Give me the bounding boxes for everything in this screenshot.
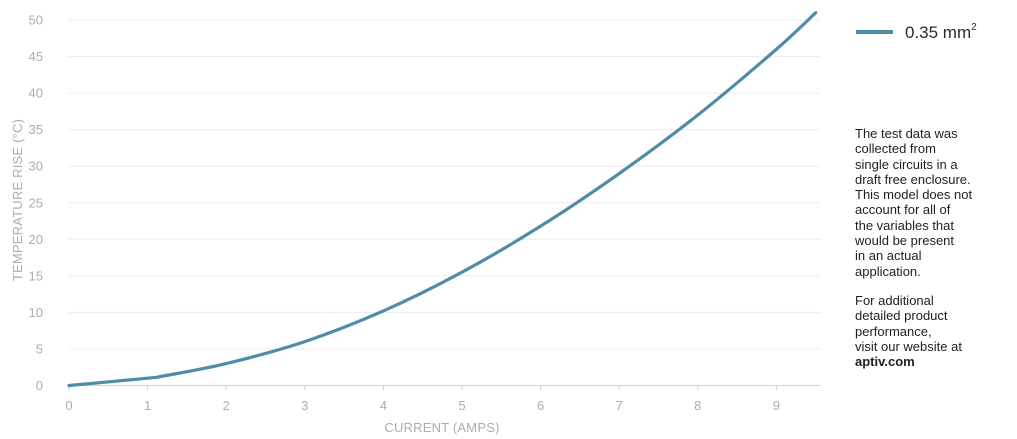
x-tick-label: 9	[773, 398, 780, 413]
x-axis-ticks: 0 1 2 3 4 5 6 7 8 9	[65, 385, 780, 413]
y-tick-label: 15	[29, 268, 43, 283]
x-tick-label: 1	[144, 398, 151, 413]
y-axis-title: TEMPERATURE RISE (°C)	[10, 119, 25, 281]
y-tick-label: 50	[29, 13, 43, 28]
series-line-0	[67, 11, 818, 388]
legend-series-name: 0.35 mm	[905, 23, 971, 42]
y-tick-label: 30	[29, 159, 43, 174]
x-tick-label: 6	[537, 398, 544, 413]
y-tick-label: 10	[29, 305, 43, 320]
disclaimer-text: The test data was collected from single …	[855, 126, 973, 279]
more-info-text: For additional detailed product performa…	[855, 292, 962, 354]
x-tick-label: 4	[380, 398, 387, 413]
y-tick-label: 5	[36, 341, 43, 356]
y-tick-label: 0	[36, 378, 43, 393]
y-tick-label: 20	[29, 232, 43, 247]
series-layer	[67, 11, 818, 388]
legend: 0.35 mm2	[856, 22, 977, 42]
website-link[interactable]: aptiv.com	[855, 354, 915, 370]
y-tick-label: 25	[29, 195, 43, 210]
x-tick-label: 0	[65, 398, 72, 413]
x-tick-label: 7	[616, 398, 623, 413]
x-tick-label: 3	[301, 398, 308, 413]
legend-label: 0.35 mm2	[905, 22, 977, 42]
y-tick-label: 35	[29, 122, 43, 137]
notes-panel: The test data was collected from single …	[855, 126, 1015, 369]
y-tick-label: 45	[29, 49, 43, 64]
legend-superscript: 2	[971, 22, 977, 33]
y-tick-label: 40	[29, 86, 43, 101]
x-axis-title: CURRENT (AMPS)	[384, 420, 499, 435]
y-axis-ticks: 0 5 10 15 20 25 30 35 40 45 50	[29, 13, 43, 394]
x-tick-label: 5	[458, 398, 465, 413]
x-tick-label: 2	[223, 398, 230, 413]
grid-lines	[69, 19, 820, 386]
x-tick-label: 8	[694, 398, 701, 413]
